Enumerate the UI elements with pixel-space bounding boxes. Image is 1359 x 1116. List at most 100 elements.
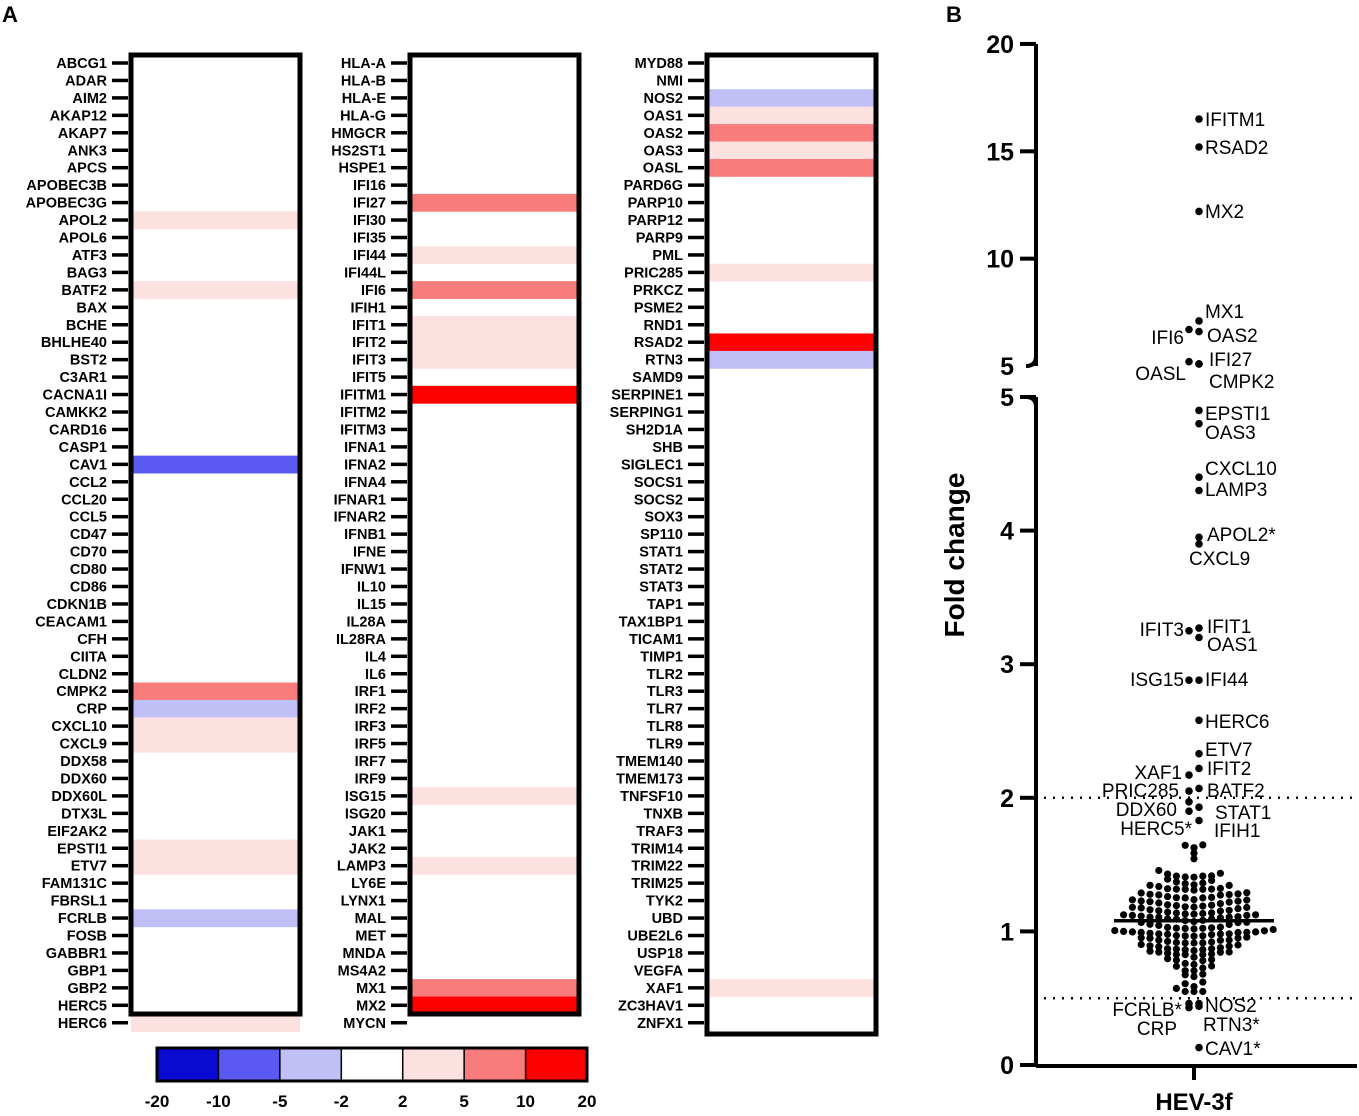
gene-label-serpine1: SERPINE1: [611, 388, 683, 404]
colorbar-bin: [218, 1048, 281, 1081]
data-point: [1199, 924, 1207, 932]
gene-label-crp: CRP: [76, 702, 107, 718]
data-point: [1199, 885, 1207, 893]
gene-label-ifna1: IFNA1: [344, 440, 386, 456]
gene-label-ifnw1: IFNW1: [341, 562, 386, 578]
data-point: [1164, 893, 1172, 901]
data-point: [1128, 903, 1136, 911]
data-point: [1137, 897, 1145, 905]
data-point: [1234, 934, 1242, 942]
gene-label-epsti1: EPSTI1: [57, 841, 107, 857]
gene-label-il28a: IL28A: [347, 614, 387, 630]
heat-cell-ifi44: [410, 246, 579, 265]
gene-label-isg20: ISG20: [345, 806, 386, 822]
gene-label-ank3: ANK3: [68, 143, 107, 159]
gene-label-timp1: TIMP1: [640, 649, 683, 665]
gene-label-ms4a2: MS4A2: [338, 963, 386, 979]
gene-label-tlr9: TLR9: [647, 737, 683, 753]
gene-label-tap1: TAP1: [647, 597, 683, 613]
data-point: [1199, 987, 1207, 996]
data-point: [1190, 953, 1198, 961]
point-oas3: [1195, 419, 1203, 428]
colorbar-bin: [279, 1048, 342, 1081]
data-point: [1260, 927, 1268, 935]
data-point: [1190, 844, 1198, 852]
y-tick-label: 15: [986, 138, 1014, 166]
gene-label-met: MET: [355, 929, 386, 945]
data-point: [1225, 898, 1233, 906]
gene-label-apol2: APOL2: [59, 213, 107, 229]
heat-cell-oas1: [707, 106, 876, 125]
data-point: [1181, 980, 1189, 988]
y-tick-label: 3: [1000, 651, 1014, 679]
data-point: [1225, 906, 1233, 914]
heat-cell-rsad2: [707, 333, 876, 352]
point-label-pric285: PRIC285: [1102, 781, 1179, 802]
data-point: [1208, 901, 1216, 909]
data-point: [1181, 873, 1189, 881]
data-point: [1128, 928, 1136, 936]
data-point: [1225, 942, 1233, 950]
data-point: [1164, 908, 1172, 916]
point-label-ifi27: IFI27: [1209, 350, 1252, 371]
data-point: [1190, 881, 1198, 889]
point-crp: [1185, 1003, 1193, 1012]
gene-label-zc3hav1: ZC3HAV1: [618, 998, 683, 1014]
gene-label-oas3: OAS3: [644, 143, 684, 159]
gene-label-cxcl9: CXCL9: [59, 737, 107, 753]
gene-label-mx1: MX1: [356, 981, 386, 997]
gene-label-fcrlb: FCRLB: [58, 911, 107, 927]
gene-label-fbrsl1: FBRSL1: [51, 894, 107, 910]
data-point: [1234, 913, 1242, 921]
data-point: [1225, 920, 1233, 929]
gene-label-parp10: PARP10: [628, 196, 683, 212]
point-mx1: [1195, 317, 1203, 325]
data-point: [1172, 909, 1180, 917]
data-point: [1243, 896, 1251, 904]
heat-cell-oas3: [707, 141, 876, 160]
point-herc6: [1195, 716, 1203, 725]
colorbar-bin: [157, 1048, 219, 1081]
gene-label-trim14: TRIM14: [631, 841, 683, 857]
gene-label-ifih1: IFIH1: [351, 300, 386, 316]
heat-cell-batf2: [131, 281, 300, 299]
gene-label-ifit3: IFIT3: [352, 353, 386, 369]
point-oasl: [1185, 357, 1193, 366]
gene-label-nos2: NOS2: [644, 91, 684, 107]
heat-cell-oas2: [707, 124, 876, 142]
gene-label-pml: PML: [652, 248, 683, 264]
data-point: [1181, 841, 1189, 849]
data-point: [1252, 928, 1260, 936]
y-tick-label: 5: [1000, 353, 1014, 381]
heat-cell-isg15: [410, 787, 579, 806]
data-point: [1208, 924, 1216, 932]
gene-label-jak2: JAK2: [349, 841, 386, 857]
data-point: [1190, 925, 1198, 933]
data-point: [1234, 897, 1242, 905]
data-point: [1199, 879, 1207, 887]
gene-label-ifi44l: IFI44L: [344, 265, 386, 281]
gene-label-lynx1: LYNX1: [341, 894, 386, 910]
point-label-ifi44: IFI44: [1205, 670, 1249, 691]
gene-label-stat3: STAT3: [639, 580, 683, 596]
gene-label-ccl2: CCL2: [69, 475, 107, 491]
gene-label-eif2ak2: EIF2AK2: [47, 824, 107, 840]
y-tick-label: 10: [986, 246, 1014, 274]
data-point: [1199, 932, 1207, 940]
gene-label-siglec1: SIGLEC1: [621, 457, 683, 473]
data-point: [1208, 931, 1216, 939]
gene-label-atf3: ATF3: [72, 248, 107, 264]
data-point: [1199, 894, 1207, 902]
gene-label-ifitm3: IFITM3: [340, 422, 386, 438]
gene-label-batf2: BATF2: [61, 283, 107, 299]
gene-label-tlr3: TLR3: [647, 684, 683, 700]
gene-label-ifi35: IFI35: [353, 231, 386, 247]
point-label-batf2: BATF2: [1207, 781, 1265, 802]
data-point: [1216, 907, 1224, 915]
point-isg15: [1185, 676, 1193, 684]
colorbar-tick-label: -2: [334, 1092, 349, 1111]
data-point: [1128, 911, 1136, 920]
data-point: [1181, 880, 1189, 888]
data-point: [1164, 945, 1172, 953]
gene-label-irf1: IRF1: [355, 684, 386, 700]
